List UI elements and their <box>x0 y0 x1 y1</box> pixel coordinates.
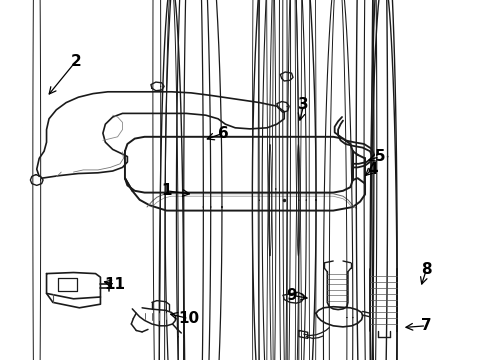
Text: 8: 8 <box>421 262 432 278</box>
Text: 11: 11 <box>105 277 125 292</box>
Text: 10: 10 <box>178 311 199 326</box>
Text: 5: 5 <box>374 149 385 164</box>
Text: 4: 4 <box>367 162 378 177</box>
Text: 2: 2 <box>71 54 81 69</box>
Text: 3: 3 <box>298 97 309 112</box>
Text: 7: 7 <box>421 318 432 333</box>
Text: 1: 1 <box>161 183 172 198</box>
Text: 9: 9 <box>286 288 297 303</box>
Text: 6: 6 <box>218 126 228 141</box>
